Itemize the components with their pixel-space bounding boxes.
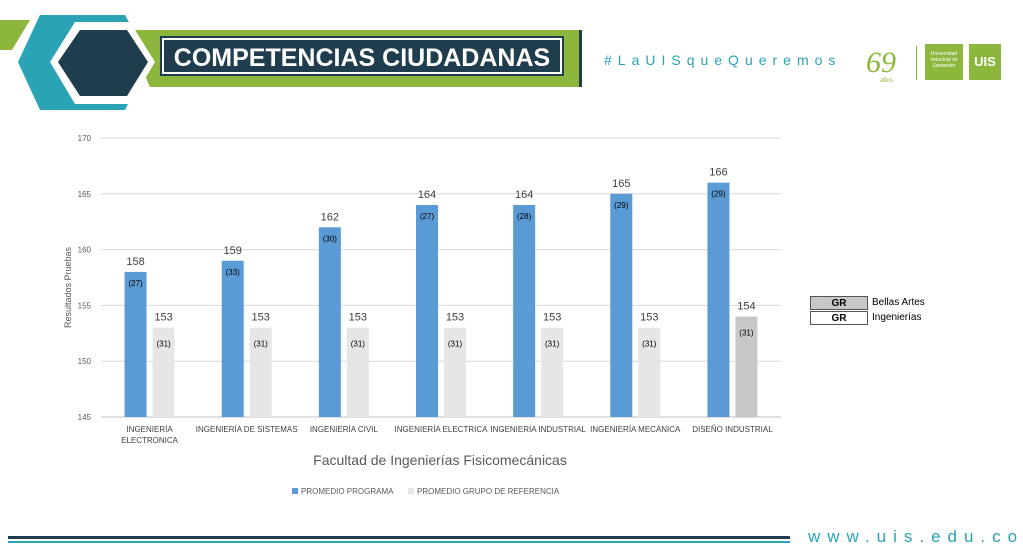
x-tick-label: INGENIERÍA DE SISTEMAS bbox=[196, 425, 298, 434]
x-tick-label: INGENIERÍA INDUSTRIAL bbox=[490, 425, 586, 434]
bar-annotation: (30) bbox=[323, 234, 338, 243]
footer-divider bbox=[8, 541, 790, 543]
data-label: 153 bbox=[446, 312, 464, 324]
bar-annotation: (27) bbox=[128, 279, 143, 288]
data-label: 153 bbox=[349, 312, 367, 324]
data-label: 166 bbox=[709, 167, 727, 179]
bar-annotation: (28) bbox=[517, 212, 532, 221]
data-label: 164 bbox=[515, 189, 533, 201]
page-title: COMPETENCIAS CIUDADANAS bbox=[160, 36, 564, 76]
data-label: 158 bbox=[126, 256, 144, 268]
x-tick-label: INGENIERÍA MECÁNICA bbox=[590, 425, 681, 434]
title-divider bbox=[579, 30, 582, 87]
reference-legend: GR Bellas Artes GR Ingenierías bbox=[810, 295, 925, 325]
y-tick-label: 165 bbox=[78, 190, 92, 199]
bar-promedio-programa bbox=[124, 271, 147, 417]
x-tick-label: INGENIERÍA CIVIL bbox=[310, 425, 379, 434]
bar-annotation: (31) bbox=[642, 340, 657, 349]
y-tick-label: 170 bbox=[78, 134, 92, 143]
bar-annotation: (27) bbox=[420, 212, 435, 221]
bar-promedio-programa bbox=[416, 204, 438, 417]
y-tick-label: 145 bbox=[78, 413, 92, 422]
bar-annotation: (31) bbox=[156, 340, 171, 349]
x-tick-label: ELECTRONICA bbox=[121, 436, 179, 445]
legend-swatch bbox=[292, 488, 298, 494]
data-label: 159 bbox=[224, 245, 242, 257]
footer-divider bbox=[8, 536, 790, 539]
data-label: 162 bbox=[321, 211, 339, 223]
logo-divider bbox=[916, 46, 917, 80]
x-axis-label: Facultad de Ingenierías Fisicomecánicas bbox=[313, 452, 567, 468]
anniversary-logo: 69 años bbox=[866, 46, 896, 84]
website-text: www.uis.edu.co bbox=[808, 527, 1023, 546]
data-label: 165 bbox=[612, 178, 630, 190]
reference-legend-row: GR Bellas Artes bbox=[810, 295, 925, 310]
bar-annotation: (29) bbox=[614, 201, 629, 210]
bar-annotation: (33) bbox=[226, 268, 241, 277]
bar-grupo-referencia bbox=[346, 327, 369, 417]
x-tick-label: INGENIERÍA ELECTRICA bbox=[395, 425, 489, 434]
y-tick-label: 155 bbox=[78, 301, 92, 310]
bar-grupo-referencia bbox=[249, 327, 272, 417]
legend-label: PROMEDIO PROGRAMA bbox=[301, 487, 394, 496]
bar-promedio-programa bbox=[221, 260, 244, 417]
university-logo: Universidad Industrial de Santander bbox=[925, 44, 963, 80]
legend-label: PROMEDIO GRUPO DE REFERENCIA bbox=[417, 487, 560, 496]
y-tick-label: 150 bbox=[78, 357, 92, 366]
data-label: 153 bbox=[640, 312, 658, 324]
y-tick-label: 160 bbox=[78, 246, 92, 255]
anniversary-number: 69 bbox=[866, 46, 896, 79]
reference-legend-row: GR Ingenierías bbox=[810, 310, 925, 325]
data-label: 153 bbox=[252, 312, 270, 324]
bar-promedio-programa bbox=[610, 193, 633, 417]
bar-promedio-programa bbox=[318, 227, 341, 417]
bar-annotation: (31) bbox=[545, 340, 560, 349]
reference-label: Bellas Artes bbox=[872, 297, 925, 308]
legend-swatch bbox=[408, 488, 414, 494]
data-label: 154 bbox=[737, 301, 755, 313]
data-label: 164 bbox=[418, 189, 436, 201]
bar-annotation: (29) bbox=[711, 190, 726, 199]
reference-code: GR bbox=[810, 295, 868, 310]
bar-promedio-programa bbox=[513, 204, 536, 417]
bar-grupo-referencia bbox=[638, 327, 661, 417]
anniversary-label: años bbox=[880, 76, 893, 84]
bar-annotation: (31) bbox=[739, 329, 754, 338]
bar-annotation: (31) bbox=[351, 340, 366, 349]
reference-code: GR bbox=[810, 310, 868, 325]
x-tick-label: DISEÑO INDUSTRIAL bbox=[692, 425, 773, 434]
bar-grupo-referencia bbox=[735, 316, 758, 417]
reference-label: Ingenierías bbox=[872, 312, 922, 323]
x-tick-label: INGENIERÍA bbox=[126, 425, 173, 434]
bar-grupo-referencia bbox=[444, 327, 466, 417]
data-label: 153 bbox=[543, 312, 561, 324]
y-axis-label: Resultados Pruebas bbox=[63, 246, 73, 328]
bar-grupo-referencia bbox=[541, 327, 564, 417]
data-label: 153 bbox=[154, 312, 172, 324]
hashtag-text: #LaUISqueQueremos bbox=[604, 52, 842, 68]
bar-grupo-referencia bbox=[152, 327, 175, 417]
bar-promedio-programa bbox=[707, 182, 730, 417]
bar-annotation: (31) bbox=[448, 340, 463, 349]
uis-logo: UIS bbox=[969, 44, 1001, 80]
bar-annotation: (31) bbox=[254, 340, 269, 349]
